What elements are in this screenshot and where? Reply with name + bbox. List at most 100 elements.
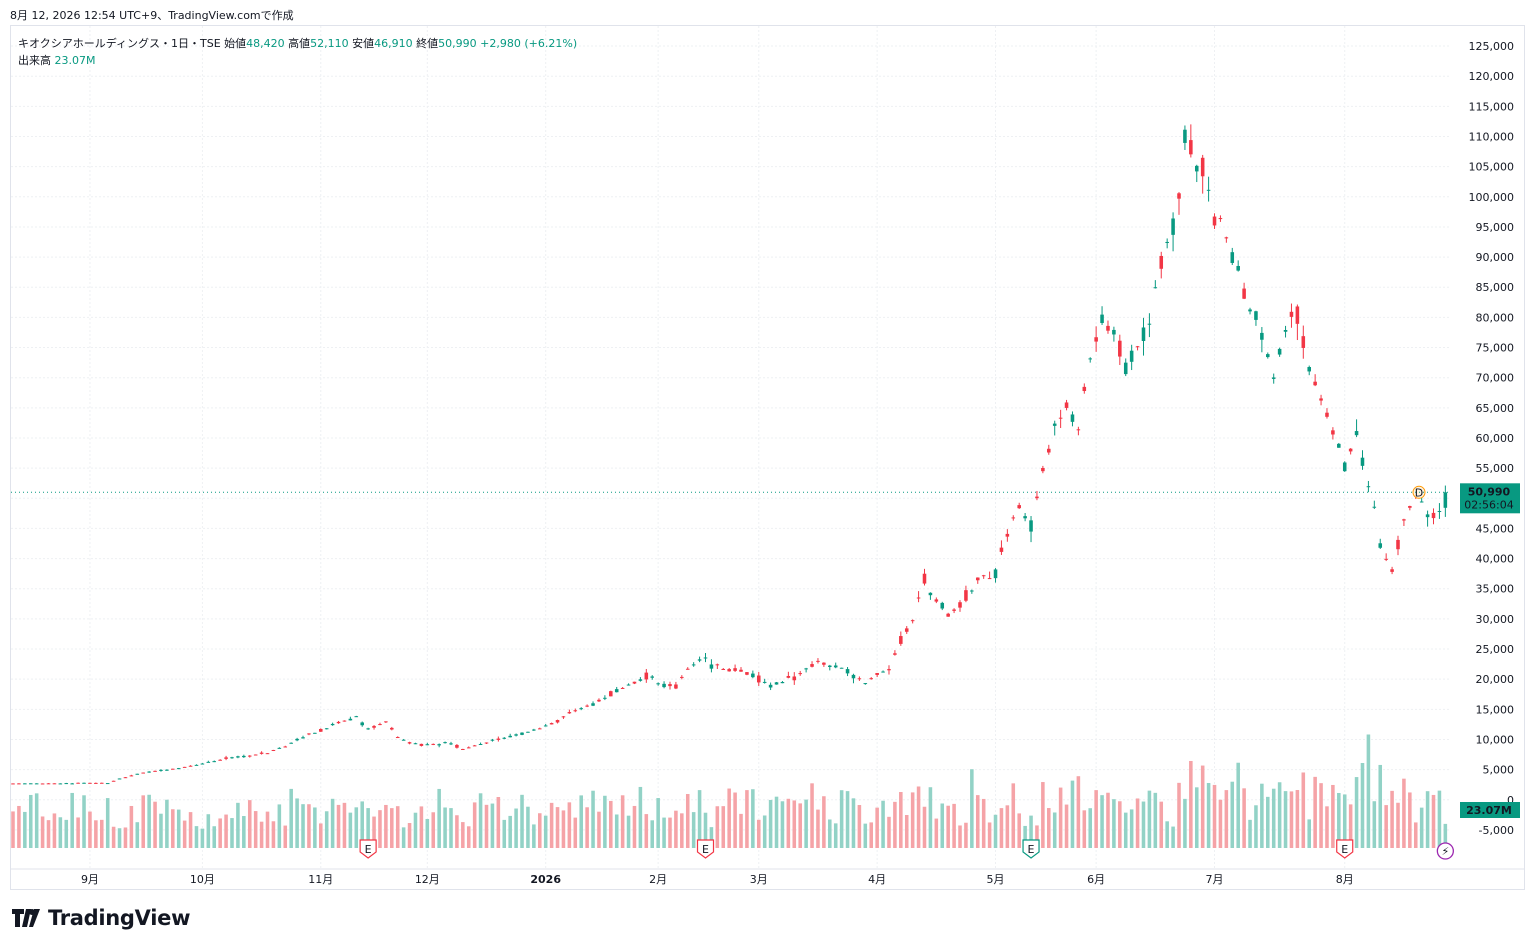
candle-body[interactable]: [52, 783, 57, 785]
candle-body[interactable]: [1212, 216, 1217, 226]
candle-body[interactable]: [804, 668, 808, 670]
candle-body[interactable]: [851, 674, 856, 679]
candle-body[interactable]: [591, 703, 595, 706]
candle-body[interactable]: [1011, 517, 1016, 519]
candle-body[interactable]: [271, 749, 276, 751]
candle-body[interactable]: [1271, 377, 1276, 379]
candle-body[interactable]: [484, 742, 489, 744]
candle-body[interactable]: [11, 783, 15, 785]
candle-body[interactable]: [1177, 193, 1181, 199]
candle-body[interactable]: [265, 753, 270, 755]
candle-body[interactable]: [330, 723, 335, 726]
symbol-label[interactable]: キオクシアホールディングス・1日・TSE: [18, 37, 221, 50]
candle-body[interactable]: [733, 668, 737, 671]
candle-body[interactable]: [709, 664, 714, 669]
candle-body[interactable]: [354, 716, 359, 718]
candle-body[interactable]: [916, 597, 921, 599]
candle-body[interactable]: [845, 669, 850, 674]
candle-body[interactable]: [129, 775, 134, 777]
candle-body[interactable]: [609, 691, 613, 697]
candle-body[interactable]: [307, 733, 311, 735]
candle-body[interactable]: [1230, 252, 1235, 263]
candle-body[interactable]: [242, 755, 246, 758]
candle-body[interactable]: [975, 577, 980, 581]
candle-body[interactable]: [768, 684, 773, 688]
candle-body[interactable]: [289, 742, 293, 744]
candle-body[interactable]: [419, 743, 424, 746]
candle-body[interactable]: [691, 664, 696, 666]
candle-body[interactable]: [182, 766, 187, 768]
candle-body[interactable]: [899, 636, 903, 644]
candle-body[interactable]: [668, 684, 672, 687]
candle-body[interactable]: [780, 682, 785, 684]
candle-body[interactable]: [94, 782, 98, 784]
candle-body[interactable]: [1147, 323, 1152, 325]
candle-body[interactable]: [1070, 414, 1075, 422]
candle-body[interactable]: [1058, 417, 1063, 419]
candle-body[interactable]: [626, 684, 631, 686]
candle-body[interactable]: [253, 754, 258, 756]
candle-body[interactable]: [171, 768, 175, 770]
candle-body[interactable]: [319, 728, 323, 732]
candle-body[interactable]: [1123, 362, 1128, 375]
candle-body[interactable]: [893, 653, 897, 655]
candle-body[interactable]: [555, 720, 560, 723]
candle-body[interactable]: [774, 682, 779, 685]
candle-body[interactable]: [1035, 496, 1039, 499]
candle-body[interactable]: [1419, 501, 1424, 503]
candle-body[interactable]: [798, 673, 802, 675]
candle-body[interactable]: [437, 744, 441, 746]
candle-body[interactable]: [857, 678, 862, 680]
candle-body[interactable]: [413, 743, 418, 745]
candle-body[interactable]: [910, 620, 915, 622]
candle-body[interactable]: [1295, 306, 1300, 324]
candle-body[interactable]: [833, 665, 838, 668]
candle-body[interactable]: [632, 681, 637, 684]
candle-body[interactable]: [1106, 325, 1110, 331]
price-chart[interactable]: 125,000 120,000 115,000 110,000 105,000 100,0…: [11, 26, 1524, 889]
candle-body[interactable]: [1242, 288, 1246, 299]
candle-body[interactable]: [1378, 543, 1383, 548]
candle-body[interactable]: [508, 735, 512, 738]
candle-body[interactable]: [1194, 165, 1199, 172]
candle-body[interactable]: [295, 738, 299, 741]
candle-body[interactable]: [1153, 287, 1158, 289]
candle-body[interactable]: [697, 659, 702, 661]
candle-body[interactable]: [981, 575, 986, 577]
candle-body[interactable]: [869, 678, 874, 680]
candle-body[interactable]: [810, 664, 814, 667]
candle-body[interactable]: [23, 783, 27, 785]
candle-body[interactable]: [881, 671, 885, 673]
candle-body[interactable]: [366, 728, 370, 730]
candle-body[interactable]: [1402, 519, 1406, 521]
candle-body[interactable]: [1384, 558, 1388, 560]
candle-body[interactable]: [1200, 157, 1205, 177]
candle-body[interactable]: [230, 757, 234, 759]
candle-body[interactable]: [1443, 492, 1448, 508]
candle-body[interactable]: [727, 669, 731, 672]
candle-body[interactable]: [283, 746, 288, 748]
candle-body[interactable]: [1159, 255, 1164, 269]
candle-body[interactable]: [756, 675, 761, 683]
candle-body[interactable]: [1425, 514, 1430, 518]
candle-body[interactable]: [117, 778, 122, 780]
candle-body[interactable]: [964, 590, 968, 601]
candle-body[interactable]: [1437, 510, 1442, 512]
candle-body[interactable]: [76, 782, 80, 784]
candle-body[interactable]: [1023, 516, 1027, 519]
candle-body[interactable]: [656, 683, 660, 685]
candle-body[interactable]: [751, 673, 755, 678]
candle-body[interactable]: [70, 783, 74, 785]
candle-body[interactable]: [792, 676, 797, 681]
candle-body[interactable]: [165, 769, 169, 771]
candle-body[interactable]: [1189, 140, 1193, 155]
candle-body[interactable]: [1289, 311, 1294, 317]
candle-body[interactable]: [887, 669, 891, 671]
candle-body[interactable]: [390, 727, 394, 730]
candle-body[interactable]: [958, 602, 962, 608]
candle-body[interactable]: [863, 683, 868, 685]
candle-body[interactable]: [1307, 367, 1311, 372]
candle-body[interactable]: [111, 780, 116, 782]
candle-body[interactable]: [17, 783, 21, 785]
candle-body[interactable]: [1354, 431, 1359, 436]
